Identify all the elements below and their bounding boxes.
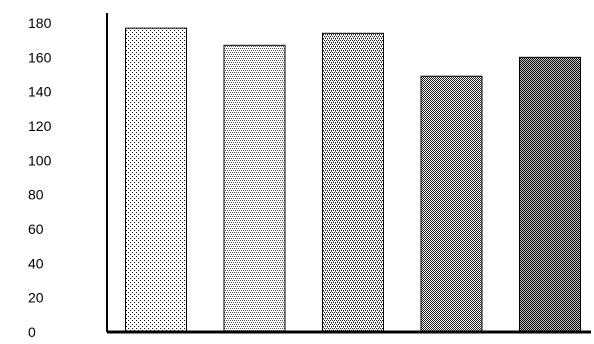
bar-5 [519,56,581,333]
y-axis-tick-labels: 0 20 40 60 80 100 120 140 160 180 [28,15,52,340]
y-tick-label: 180 [28,15,52,31]
bar-1 [125,27,187,333]
y-tick-label: 60 [28,221,44,237]
y-tick-label: 160 [28,49,52,65]
bars [125,27,581,333]
bar-3 [322,32,384,333]
y-tick-label: 20 [28,290,44,306]
bar-4 [420,75,483,333]
y-tick-label: 140 [28,84,52,100]
y-tick-label: 100 [28,152,52,168]
y-tick-label: 40 [28,255,44,271]
y-tick-label: 0 [28,324,36,339]
bar-2 [223,44,286,333]
y-tick-label: 120 [28,118,52,134]
y-tick-label: 80 [28,187,44,203]
